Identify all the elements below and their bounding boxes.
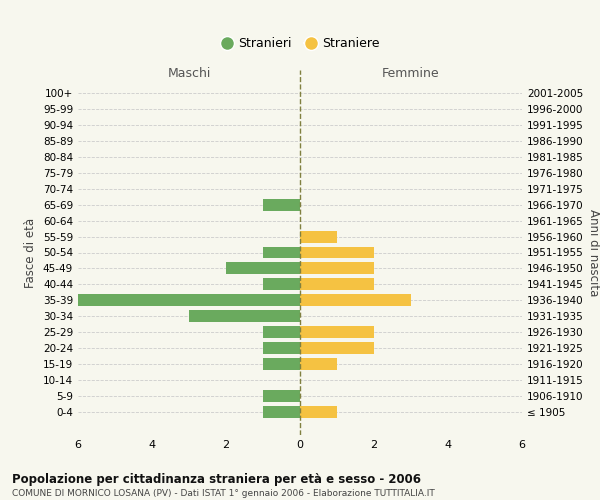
Bar [226,262,300,274]
Bar [300,326,374,338]
Y-axis label: Fasce di età: Fasce di età [25,218,37,288]
Bar [189,310,300,322]
Bar [263,358,300,370]
Bar [300,246,374,258]
Legend: Stranieri, Straniere: Stranieri, Straniere [216,32,384,56]
Bar [78,294,300,306]
Text: Maschi: Maschi [167,67,211,80]
Bar [300,358,337,370]
Y-axis label: Anni di nascita: Anni di nascita [587,209,600,296]
Text: Femmine: Femmine [382,67,440,80]
Bar [263,326,300,338]
Text: Popolazione per cittadinanza straniera per età e sesso - 2006: Popolazione per cittadinanza straniera p… [12,472,421,486]
Text: COMUNE DI MORNICO LOSANA (PV) - Dati ISTAT 1° gennaio 2006 - Elaborazione TUTTIT: COMUNE DI MORNICO LOSANA (PV) - Dati IST… [12,489,435,498]
Bar [300,278,374,290]
Bar [300,342,374,354]
Bar [263,390,300,402]
Bar [300,262,374,274]
Bar [263,342,300,354]
Bar [300,294,411,306]
Bar [263,406,300,418]
Bar [263,278,300,290]
Bar [300,230,337,242]
Bar [263,246,300,258]
Bar [263,198,300,210]
Bar [300,406,337,418]
